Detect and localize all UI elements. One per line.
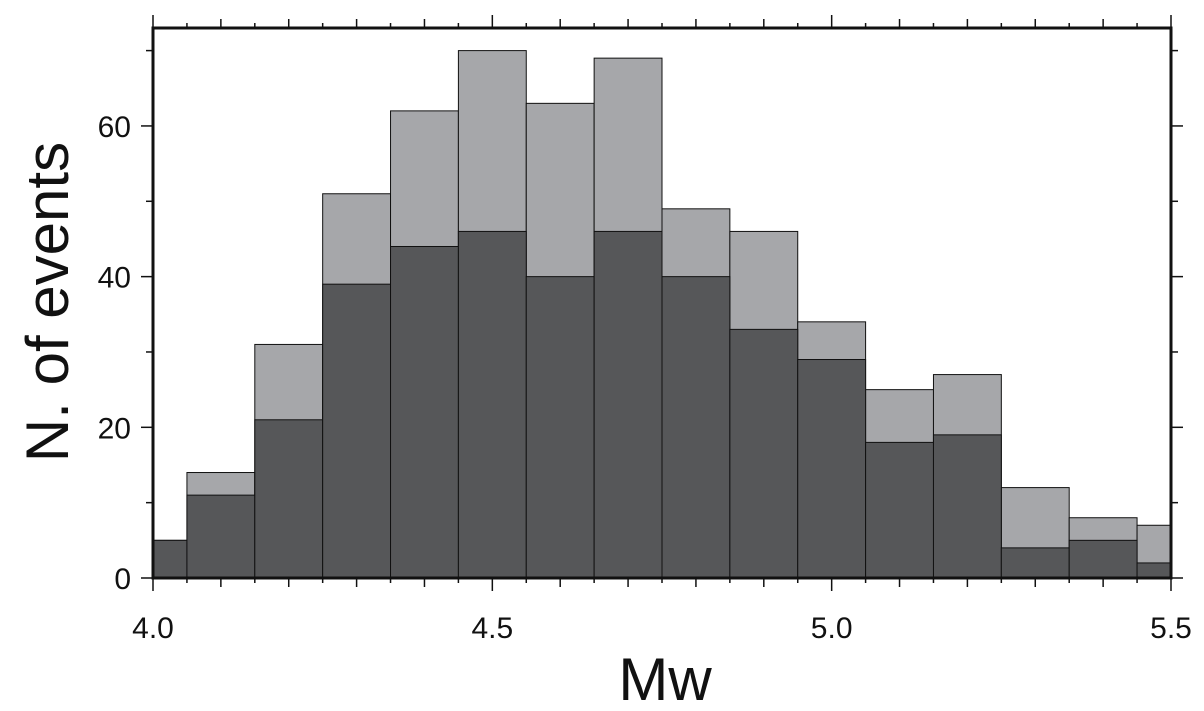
bar-subset-15 <box>1068 539 1138 579</box>
x-tick-labels: 4.0 4.5 5.0 5.5 <box>132 612 1192 645</box>
bar-subset-1 <box>152 539 188 579</box>
bar-subset-5 <box>390 245 459 579</box>
bar-subset-12 <box>865 441 934 579</box>
series-subset-bars <box>152 230 1172 579</box>
x-tick-label: 5.0 <box>811 612 853 645</box>
bar-subset-14 <box>1000 547 1070 579</box>
bar-subset-2 <box>186 494 256 579</box>
bar-subset-13 <box>932 434 1002 579</box>
y-tick-label: 20 <box>98 412 131 445</box>
bar-subset-3 <box>254 419 324 579</box>
bar-subset-11 <box>797 359 867 579</box>
bar-subset-7 <box>525 276 595 579</box>
y-tick-label: 60 <box>98 111 131 144</box>
x-axis-title: Mw <box>618 646 712 711</box>
y-tick-label: 40 <box>98 262 131 295</box>
y-axis-title: N. of events <box>14 142 81 462</box>
bar-subset-9 <box>661 276 731 579</box>
bar-subset-10 <box>729 328 799 579</box>
y-tick-labels: 0 20 40 60 <box>98 111 131 596</box>
y-tick-label: 0 <box>114 563 131 596</box>
x-tick-label: 5.5 <box>1150 612 1192 645</box>
x-tick-label: 4.0 <box>132 612 174 645</box>
bar-subset-4 <box>322 283 392 579</box>
bar-subset-6 <box>457 230 527 579</box>
bar-subset-8 <box>593 230 663 579</box>
axis-ticks <box>141 15 1183 591</box>
x-tick-label: 4.5 <box>471 612 513 645</box>
bar-subset-16 <box>1136 562 1172 579</box>
